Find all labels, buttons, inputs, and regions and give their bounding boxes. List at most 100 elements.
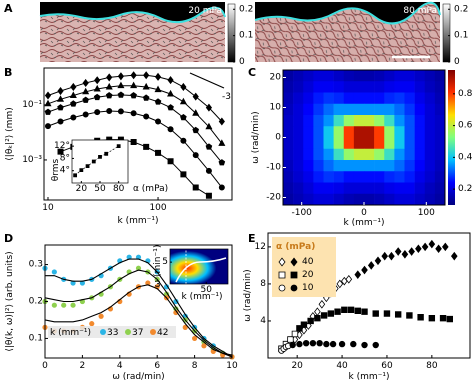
heatmap-cell [283,81,294,93]
marker [446,315,453,323]
heatmap-cell [424,115,436,127]
heatmap-cell [293,182,304,195]
marker [130,138,137,145]
y-tick-label: 4 [260,316,266,326]
marker [218,139,226,146]
heatmap-cell [414,171,426,183]
legend-swatch [125,329,131,335]
marker [205,143,213,150]
heatmap-cell [434,193,446,206]
marker [323,340,330,348]
heatmap-cell [353,103,365,116]
heatmap-cell [333,92,345,105]
heatmap-cell [283,115,294,127]
heatmap-cell [313,171,324,183]
x-tick-label: 80 [113,184,125,194]
heatmap-cell [364,137,375,150]
heatmap-cell [353,160,365,172]
heatmap-cell [303,126,314,138]
marker [70,82,77,91]
marker [302,339,310,347]
marker [73,173,78,178]
heatmap-cell [323,137,334,150]
marker [296,340,303,348]
boundary [254,1,441,25]
marker [117,108,124,115]
x-tick-label: 40 [336,361,348,371]
marker [442,242,449,252]
marker [205,167,212,174]
heatmap-cell [404,103,415,116]
point [173,298,179,305]
heatmap-cell [384,126,395,138]
heatmap-cell [293,70,304,82]
legend-label: 10 [302,283,314,293]
heatmap-cell [364,160,375,172]
fit-line [44,284,233,356]
x-tick-label: 100 [149,203,166,213]
plot-frame [267,232,471,359]
marker [179,97,187,105]
point [173,309,179,316]
marker [130,110,137,117]
heatmap-cell [343,171,355,183]
heatmap-cell [364,115,375,127]
point [61,302,67,308]
x-tick-label: 0 [42,361,48,371]
marker [117,72,125,81]
marker [143,113,150,120]
heatmap-cell [374,160,385,172]
heatmap-cell [293,137,304,150]
heatmap-cell [434,126,446,138]
y-tick-label: 0 [275,133,281,143]
marker [218,117,225,126]
heatmap-cell [414,81,426,93]
heatmap-cell [323,171,334,183]
legend-swatch [278,271,286,279]
y-tick-label: 20 [270,73,282,83]
colorbar-tick-label: 0.8 [458,89,473,99]
heatmap-cell [283,137,294,150]
marker [130,81,138,89]
x-tick-label: 50 [201,285,213,295]
y-axis-label: ω (rad/min) [243,269,253,321]
marker [82,87,90,95]
heatmap-cell [293,92,304,105]
heatmap-cell [424,70,436,82]
boundary [39,6,226,24]
x-tick-label: 0 [361,208,367,218]
heatmap-cell [364,171,375,183]
x-tick-label: 80 [426,361,438,371]
heatmap-cell [293,171,304,183]
point [201,343,207,349]
heatmap-cell [374,115,385,127]
heatmap-cell [404,70,415,82]
point [163,284,170,290]
marker [180,82,187,91]
marker [192,184,199,191]
inset-x-label: α (mPa) [133,184,168,194]
inset-x-label: k (mm⁻¹) [182,292,223,302]
colorbar-tick-label: 0.1 [454,31,468,41]
inset-heatmap [170,249,228,284]
heatmap-cell [343,81,355,93]
x-axis-label: k (mm⁻¹) [118,216,159,226]
legend-label: 40 [302,257,314,267]
plot-frame [169,248,229,285]
marker [93,93,101,101]
heatmap-cell [424,148,436,161]
heatmap-cell [364,103,375,116]
heatmap-cell [404,148,415,161]
heatmap-cell [404,137,415,150]
heatmap-cell [424,193,436,206]
heatmap-cell [394,148,405,161]
marker [381,251,389,261]
heatmap-cell [384,148,395,161]
marker [287,336,294,343]
point [51,269,57,275]
y-axis-label: ω (min⁻¹) [153,245,163,288]
heatmap-cell [323,182,334,195]
legend-label: 33 [107,328,118,338]
heatmap-cell [313,193,324,206]
heatmap-cell [353,92,365,105]
